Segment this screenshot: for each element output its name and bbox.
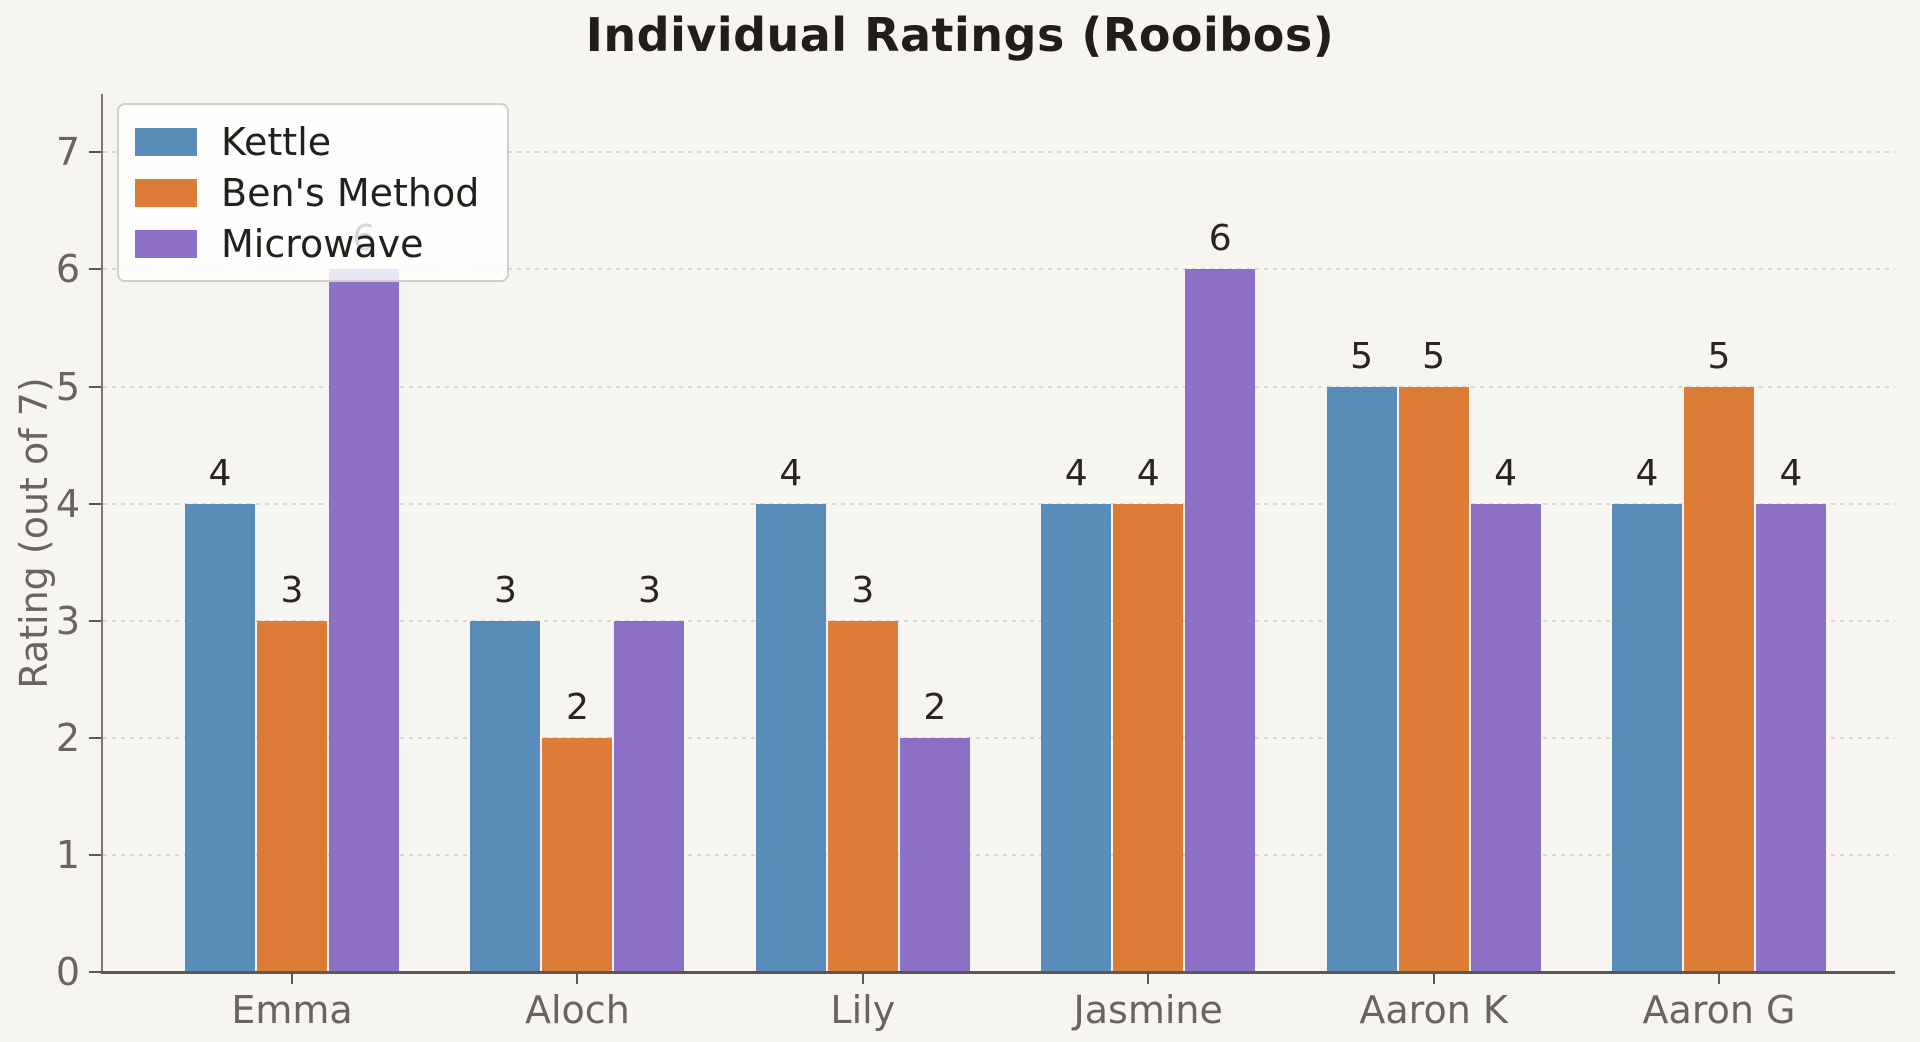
gridline-y-3 bbox=[103, 619, 1895, 622]
value-label-ben-s-method-lily: 3 bbox=[851, 569, 875, 611]
value-label-kettle-aloch: 3 bbox=[493, 569, 517, 611]
category-label-aaron-k: Aaron K bbox=[1359, 988, 1508, 1032]
bar-microwave-lily bbox=[899, 737, 970, 972]
bar-microwave-aaron-k bbox=[1470, 503, 1541, 972]
gridline-y-5 bbox=[103, 385, 1895, 388]
value-label-kettle-lily: 4 bbox=[779, 452, 803, 494]
y-tick-label-3: 3 bbox=[55, 598, 80, 643]
y-tick-mark-5 bbox=[89, 385, 101, 388]
bar-ben-s-method-jasmine bbox=[1113, 503, 1184, 972]
bar-kettle-aloch bbox=[470, 620, 541, 972]
bar-ben-s-method-aaron-g bbox=[1684, 386, 1754, 972]
y-tick-label-2: 2 bbox=[55, 715, 80, 760]
y-tick-mark-0 bbox=[89, 971, 101, 973]
y-tick-label-0: 0 bbox=[55, 950, 80, 994]
bar-kettle-aaron-g bbox=[1612, 503, 1682, 972]
bar-microwave-emma bbox=[329, 269, 399, 972]
x-axis-line bbox=[101, 971, 1895, 974]
value-label-ben-s-method-aloch: 2 bbox=[565, 686, 589, 728]
x-tick-mark-lily bbox=[861, 974, 864, 984]
y-tick-label-1: 1 bbox=[55, 832, 80, 877]
gridline-y-7 bbox=[103, 151, 1895, 154]
bar-ben-s-method-emma bbox=[257, 620, 327, 972]
legend-item-kettle: Kettle bbox=[135, 117, 479, 166]
bar-kettle-jasmine bbox=[1041, 503, 1112, 972]
y-axis-spine bbox=[101, 94, 103, 972]
y-tick-mark-7 bbox=[89, 151, 101, 154]
bar-ben-s-method-aloch bbox=[542, 737, 613, 972]
category-label-emma: Emma bbox=[231, 988, 353, 1032]
legend-swatch-kettle bbox=[135, 127, 197, 156]
value-label-kettle-aaron-k: 5 bbox=[1350, 335, 1374, 377]
value-label-ben-s-method-aaron-g: 5 bbox=[1707, 335, 1731, 377]
x-tick-mark-aaron-g bbox=[1718, 974, 1720, 984]
y-tick-label-5: 5 bbox=[55, 364, 80, 409]
y-tick-mark-1 bbox=[89, 853, 101, 856]
bar-kettle-aaron-k bbox=[1326, 386, 1397, 972]
chart-title: Individual Ratings (Rooibos) bbox=[585, 8, 1335, 62]
category-label-lily: Lily bbox=[830, 988, 896, 1032]
y-tick-mark-3 bbox=[89, 619, 101, 622]
legend-item-microwave: Microwave bbox=[135, 219, 479, 268]
category-label-jasmine: Jasmine bbox=[1073, 988, 1223, 1032]
legend-swatch-bens-method bbox=[135, 178, 197, 207]
value-label-microwave-aaron-k: 4 bbox=[1494, 452, 1518, 494]
value-label-microwave-jasmine: 6 bbox=[1208, 218, 1232, 260]
bar-ben-s-method-lily bbox=[827, 620, 898, 972]
bar-kettle-emma bbox=[185, 503, 255, 972]
gridline-y-1 bbox=[103, 853, 1895, 856]
x-tick-mark-aloch bbox=[576, 974, 579, 984]
bar-kettle-lily bbox=[755, 503, 826, 972]
legend-swatch-microwave bbox=[135, 229, 197, 258]
gridline-y-4 bbox=[103, 502, 1895, 505]
y-tick-label-7: 7 bbox=[55, 130, 80, 175]
gridline-y-2 bbox=[103, 736, 1895, 739]
legend-item-bens-method: Ben's Method bbox=[135, 168, 479, 217]
value-label-ben-s-method-emma: 3 bbox=[280, 569, 304, 611]
bar-microwave-aaron-g bbox=[1756, 503, 1826, 972]
legend-label-microwave: Microwave bbox=[221, 221, 424, 266]
y-tick-label-6: 6 bbox=[55, 247, 80, 292]
legend: Kettle Ben's Method Microwave bbox=[117, 103, 510, 282]
bar-microwave-jasmine bbox=[1185, 269, 1256, 972]
value-label-microwave-aaron-g: 4 bbox=[1779, 452, 1803, 494]
y-tick-mark-2 bbox=[89, 736, 101, 739]
x-tick-mark-jasmine bbox=[1147, 974, 1150, 984]
category-label-aaron-g: Aaron G bbox=[1642, 988, 1796, 1032]
value-label-kettle-jasmine: 4 bbox=[1064, 452, 1088, 494]
value-label-ben-s-method-jasmine: 4 bbox=[1136, 452, 1160, 494]
value-label-microwave-lily: 2 bbox=[923, 686, 947, 728]
y-tick-mark-6 bbox=[89, 268, 101, 271]
value-label-microwave-aloch: 3 bbox=[637, 569, 661, 611]
y-tick-mark-4 bbox=[89, 502, 101, 505]
y-tick-label-4: 4 bbox=[55, 481, 80, 526]
value-label-kettle-emma: 4 bbox=[208, 452, 232, 494]
bar-ben-s-method-aaron-k bbox=[1398, 386, 1469, 972]
legend-label-bens-method: Ben's Method bbox=[221, 170, 480, 215]
value-label-kettle-aaron-g: 4 bbox=[1635, 452, 1659, 494]
bar-microwave-aloch bbox=[614, 620, 685, 972]
value-label-ben-s-method-aaron-k: 5 bbox=[1422, 335, 1446, 377]
category-label-aloch: Aloch bbox=[525, 988, 630, 1032]
x-tick-mark-emma bbox=[291, 974, 293, 984]
gridline-y-6 bbox=[103, 268, 1895, 271]
x-tick-mark-aaron-k bbox=[1432, 974, 1435, 984]
legend-label-kettle: Kettle bbox=[221, 119, 332, 164]
